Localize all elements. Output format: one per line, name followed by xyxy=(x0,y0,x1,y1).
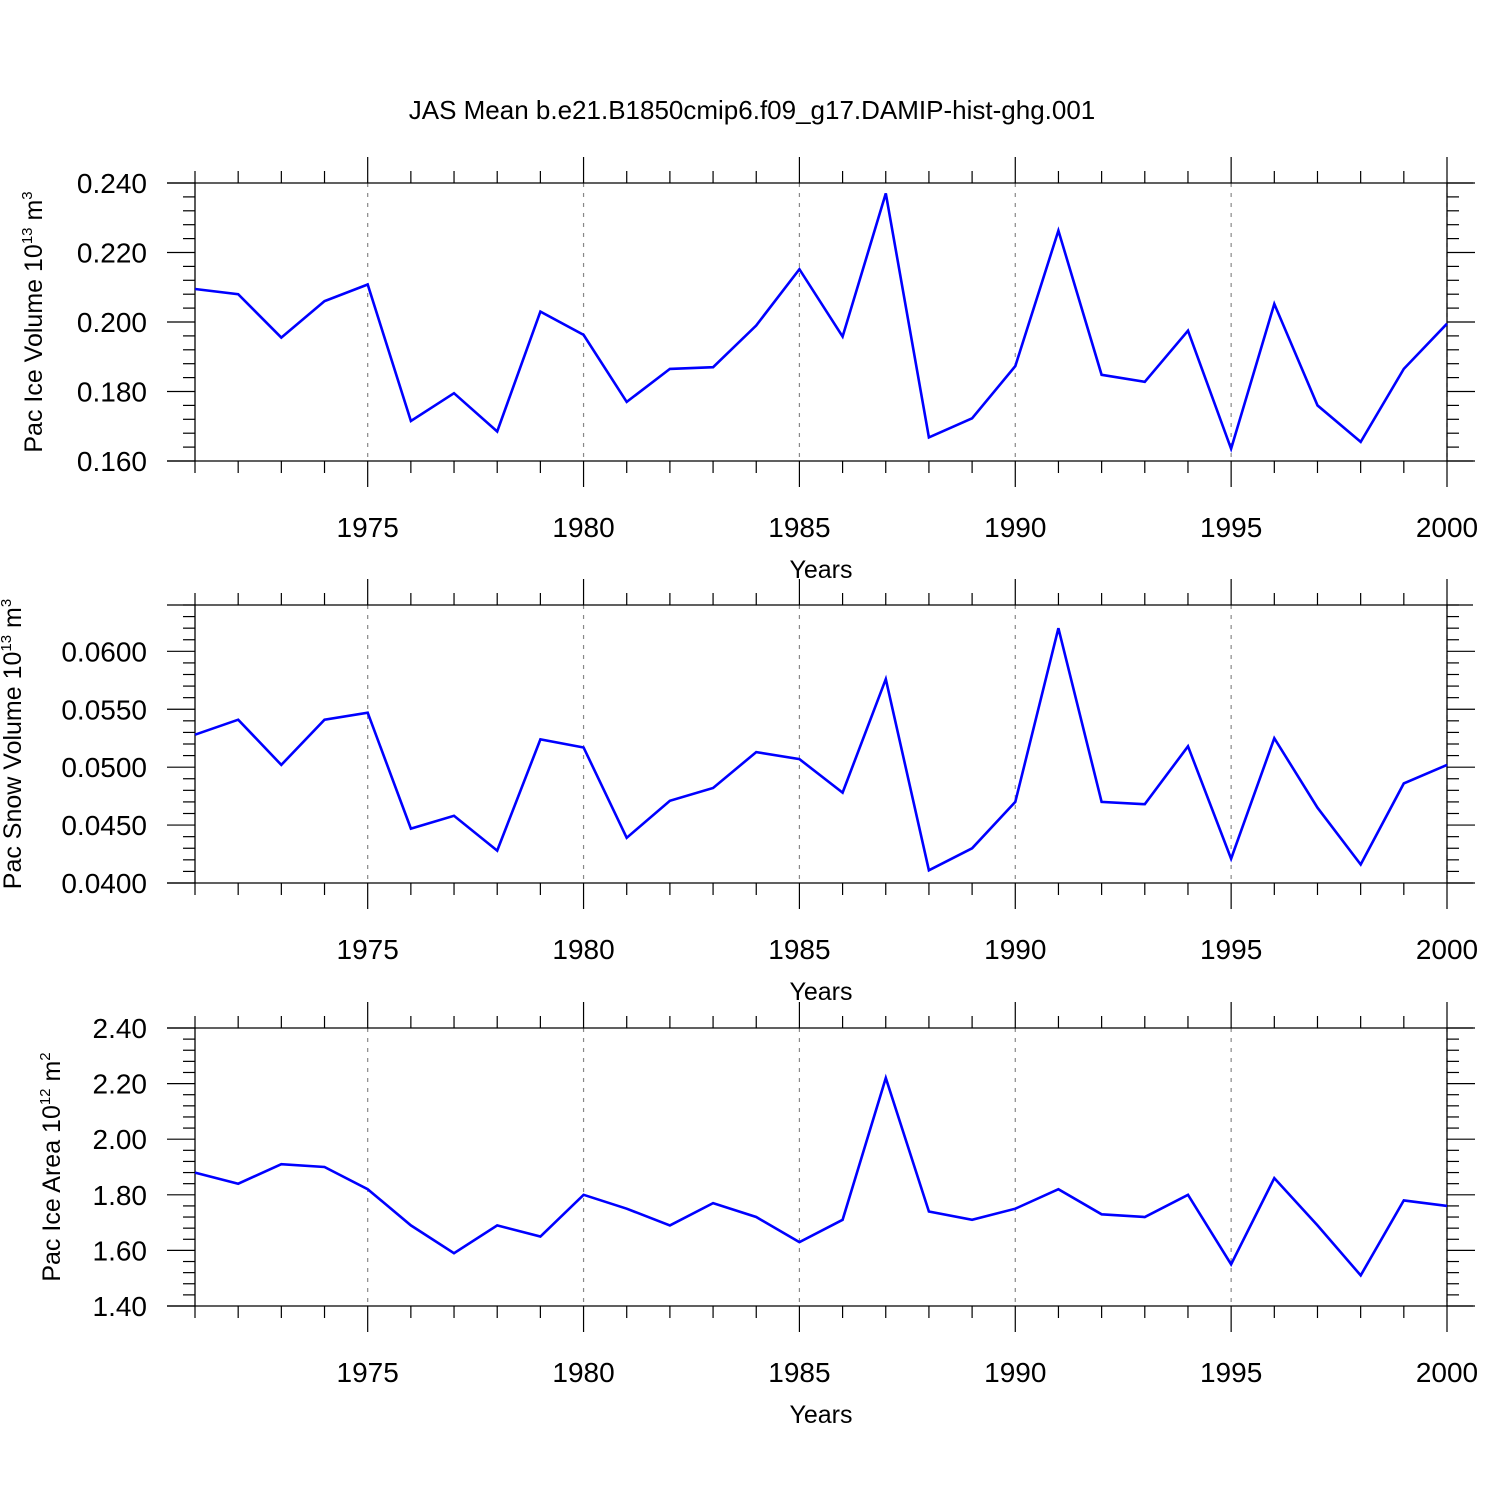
x-tick-label: 1980 xyxy=(552,1357,614,1388)
x-tick-label: 1995 xyxy=(1200,512,1262,543)
y-axis-label-unit-exponent: 2 xyxy=(37,1052,54,1060)
y-tick-label: 0.0450 xyxy=(61,810,147,841)
y-tick-label: 2.00 xyxy=(93,1124,148,1155)
y-tick-label: 0.220 xyxy=(77,238,147,269)
y-tick-label: 1.80 xyxy=(93,1180,148,1211)
x-axis-label: Years xyxy=(789,978,852,1006)
x-axis-label: Years xyxy=(789,1401,852,1429)
y-axis-label: Pac Ice Area 1012 m2 xyxy=(37,1052,66,1281)
x-tick-label: 1980 xyxy=(552,512,614,543)
x-tick-label: 1980 xyxy=(552,934,614,965)
y-tick-label: 0.160 xyxy=(77,446,147,477)
series-line xyxy=(195,1078,1447,1275)
x-tick-label: 1995 xyxy=(1200,1357,1262,1388)
x-tick-label: 1975 xyxy=(337,512,399,543)
y-axis-label-unit-exponent: 3 xyxy=(0,599,15,607)
y-tick-label: 0.200 xyxy=(77,307,147,338)
x-tick-label: 2000 xyxy=(1416,512,1478,543)
y-axis-label-unit: m xyxy=(0,607,27,635)
y-axis-label-unit-exponent: 3 xyxy=(19,191,36,199)
y-tick-label: 0.240 xyxy=(77,168,147,199)
x-tick-label: 1990 xyxy=(984,512,1046,543)
panel-2: 1975 1980 1985 1990 1995 2000 0.0400 0.0450 0.05… xyxy=(0,579,1478,1006)
y-tick-label: 2.20 xyxy=(93,1069,148,1100)
y-axis-label-text: Pac Ice Volume 10 xyxy=(20,244,48,452)
x-tick-label: 1985 xyxy=(768,1357,830,1388)
y-tick-label: 0.0600 xyxy=(61,636,147,667)
x-tick-label: 2000 xyxy=(1416,934,1478,965)
x-tick-label: 1990 xyxy=(984,934,1046,965)
y-tick-label: 0.180 xyxy=(77,377,147,408)
x-tick-label: 1975 xyxy=(337,1357,399,1388)
x-tick-label: 1985 xyxy=(768,512,830,543)
panel-3: 1975 1980 1985 1990 1995 2000 1.40 1.60 1.80 2.00… xyxy=(37,1002,1478,1429)
panel-1: 1975 1980 1985 1990 1995 2000 0.160 0.180 0.200 0… xyxy=(19,157,1478,584)
y-axis-label-unit: m xyxy=(38,1061,66,1089)
x-tick-label: 1990 xyxy=(984,1357,1046,1388)
y-axis-label-exponent: 13 xyxy=(19,227,36,244)
y-tick-label: 2.40 xyxy=(93,1013,148,1044)
y-tick-label: 0.0400 xyxy=(61,868,147,899)
x-tick-label: 1985 xyxy=(768,934,830,965)
x-tick-label: 2000 xyxy=(1416,1357,1478,1388)
x-tick-label: 1995 xyxy=(1200,934,1262,965)
series-line xyxy=(195,193,1447,448)
y-tick-label: 0.0550 xyxy=(61,694,147,725)
y-axis-label: Pac Ice Volume 1013 m3 xyxy=(19,191,48,452)
y-tick-label: 1.60 xyxy=(93,1235,148,1266)
y-axis-label: Pac Snow Volume 1013 m3 xyxy=(0,599,27,889)
y-tick-label: 0.0500 xyxy=(61,752,147,783)
y-axis-label-text: Pac Ice Area 10 xyxy=(38,1105,66,1282)
figure-title: JAS Mean b.e21.B1850cmip6.f09_g17.DAMIP-… xyxy=(409,95,1096,125)
series-line xyxy=(195,628,1447,870)
y-axis-label-text: Pac Snow Volume 10 xyxy=(0,652,27,890)
y-axis-label-unit: m xyxy=(20,200,48,228)
x-tick-label: 1975 xyxy=(337,934,399,965)
y-axis-label-exponent: 12 xyxy=(37,1088,54,1105)
y-axis-label-exponent: 13 xyxy=(0,635,15,652)
y-tick-label: 1.40 xyxy=(93,1291,148,1322)
